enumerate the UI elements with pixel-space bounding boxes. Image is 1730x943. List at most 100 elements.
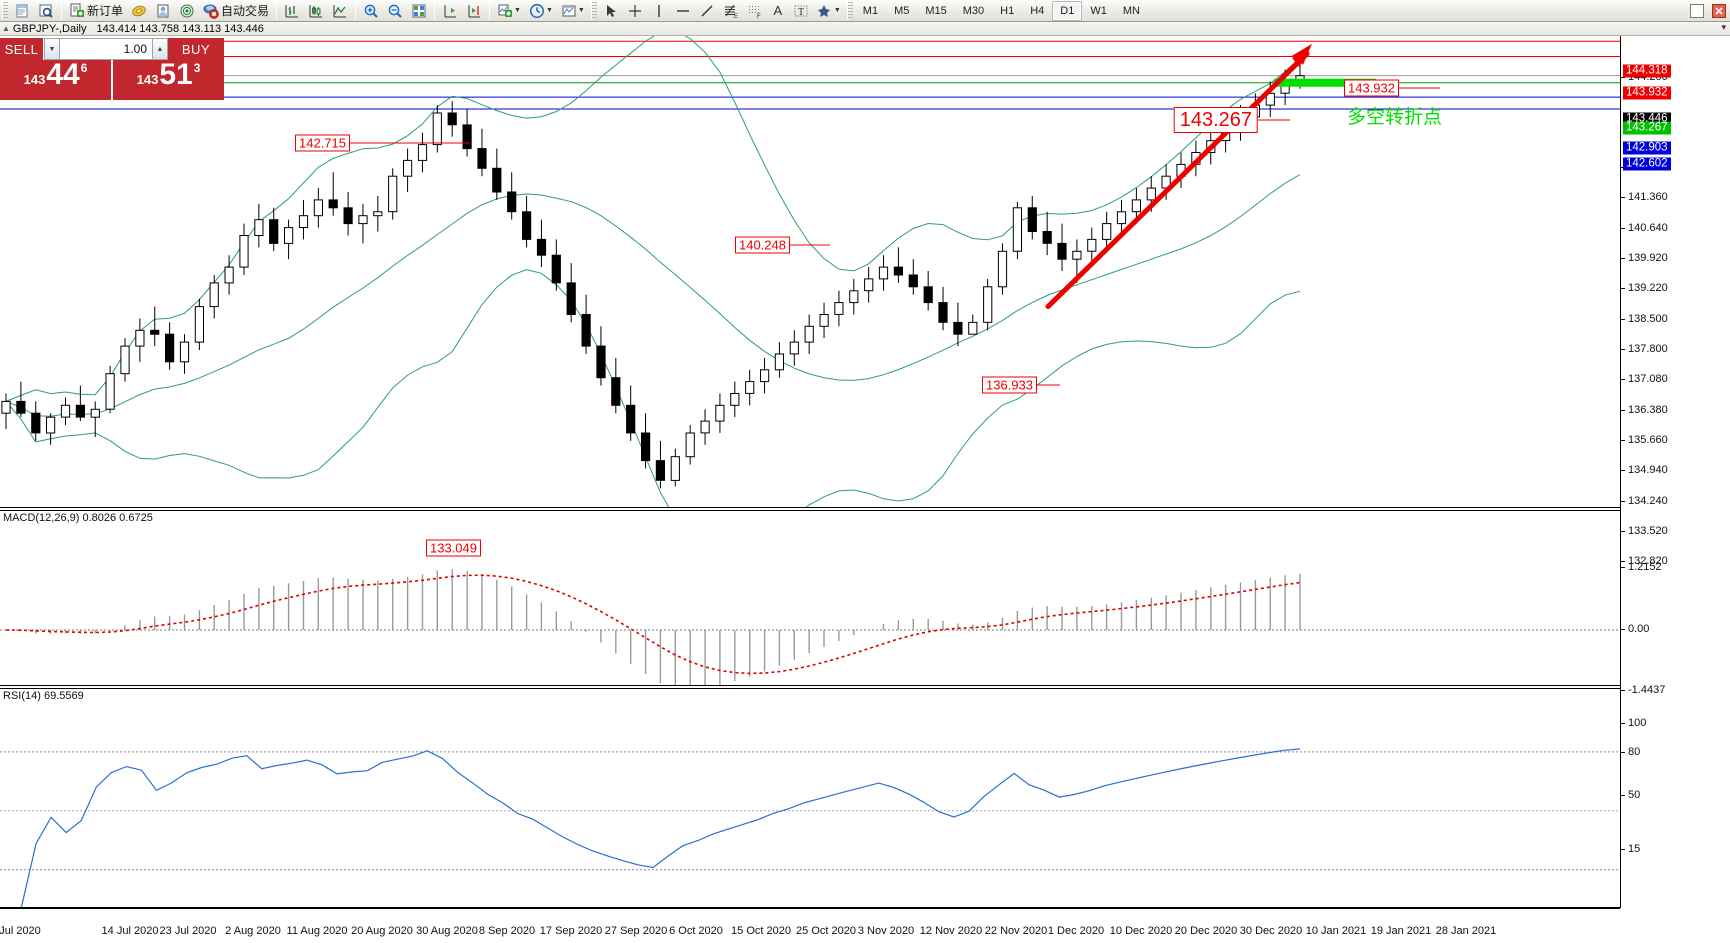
data-window-icon[interactable] xyxy=(152,1,174,21)
macd-pane[interactable]: MACD(12,26,9) 0.8026 0.6725 xyxy=(0,510,1620,686)
rsi-chart-svg xyxy=(0,748,1620,907)
zoom-out-icon[interactable] xyxy=(384,1,406,21)
time-axis-label: 30 Dec 2020 xyxy=(1239,925,1303,937)
timeframe-mn[interactable]: MN xyxy=(1122,4,1140,17)
svg-text:T: T xyxy=(798,7,804,18)
market-watch-icon[interactable] xyxy=(35,1,57,21)
sell-price-block[interactable]: 143 44 6 xyxy=(0,60,111,100)
time-axis-label: 14 Jul 2020 xyxy=(101,925,159,937)
indicators-icon[interactable]: ▼ xyxy=(494,1,524,21)
indicator-tick: 80 xyxy=(1621,746,1640,758)
one-click-trading-panel[interactable]: SELL ▼ 1.00 ▲ BUY 143 44 6 143 51 3 xyxy=(0,38,224,100)
timeframe-group: M1 M5 M15 M30 H1 H4 D1 W1 MN xyxy=(855,0,1148,21)
time-axis-label: 20 Aug 2020 xyxy=(351,925,413,937)
restore-window-button[interactable] xyxy=(1687,1,1707,21)
price-axis[interactable]: 144.200142.060141.360140.640139.920139.2… xyxy=(1620,36,1730,908)
new-order-icon[interactable]: 新订单 xyxy=(66,1,126,21)
time-axis-label: 8 Sep 2020 xyxy=(478,925,536,937)
vertical-line-icon[interactable] xyxy=(648,1,670,21)
chevron-down-icon-3[interactable]: ▼ xyxy=(577,7,585,14)
rsi-label: RSI(14) 69.5569 xyxy=(1,690,86,702)
close-window-button[interactable] xyxy=(1709,1,1729,21)
oct-controls-row: SELL ▼ 1.00 ▲ BUY xyxy=(0,38,224,60)
crosshair-icon[interactable] xyxy=(624,1,646,21)
sell-button[interactable]: SELL xyxy=(0,38,44,60)
toolbar-separator-4 xyxy=(434,1,436,20)
toolbar-window-controls xyxy=(1686,1,1730,21)
fibonacci-retracement-icon[interactable]: E xyxy=(720,1,742,21)
chevron-down-icon-4[interactable]: ▼ xyxy=(833,7,841,14)
volume-input[interactable]: 1.00 xyxy=(60,38,152,60)
new-window-icon[interactable] xyxy=(11,1,33,21)
timeframe-m5[interactable]: M5 xyxy=(894,4,910,17)
timeframe-d1[interactable]: D1 xyxy=(1052,0,1083,21)
auto-trading-icon[interactable]: 自动交易 xyxy=(200,1,272,21)
text-label-icon[interactable]: T xyxy=(790,1,812,21)
indicator-tick: 0.00 xyxy=(1621,623,1649,635)
timeframe-m30[interactable]: M30 xyxy=(962,4,985,17)
timeframe-w1[interactable]: W1 xyxy=(1090,4,1107,17)
time-axis-label: 17 Sep 2020 xyxy=(539,925,603,937)
chevron-down-icon-2[interactable]: ▼ xyxy=(545,7,553,14)
time-axis-label: 25 Oct 2020 xyxy=(796,925,856,937)
price-tag: 142.903 xyxy=(1623,141,1671,155)
toolbar-grip[interactable] xyxy=(2,1,8,20)
auto-scroll-icon[interactable] xyxy=(463,1,485,21)
price-tag: 142.602 xyxy=(1623,157,1671,171)
templates-icon[interactable]: ▼ xyxy=(558,1,588,21)
price-pane[interactable] xyxy=(0,36,1620,508)
price-tick: 140.640 xyxy=(1621,222,1668,234)
oct-price-row: 143 44 6 143 51 3 xyxy=(0,60,224,100)
indicator-tick: 50 xyxy=(1621,789,1640,801)
toolbar-separator-5 xyxy=(489,1,491,20)
svg-text:E: E xyxy=(734,14,738,19)
buy-price-fraction: 3 xyxy=(193,61,201,75)
text-icon[interactable]: A xyxy=(768,1,788,21)
line-chart-icon[interactable] xyxy=(329,1,351,21)
chart-shift-icon[interactable] xyxy=(439,1,461,21)
rsi-pane[interactable]: RSI(14) 69.5569 xyxy=(0,688,1620,908)
chevron-down-icon[interactable]: ▼ xyxy=(514,7,521,14)
periods-icon[interactable]: ▼ xyxy=(526,1,556,21)
timeframe-m15[interactable]: M15 xyxy=(925,4,947,17)
svg-text:F: F xyxy=(757,14,761,19)
zoom-in-icon[interactable] xyxy=(360,1,382,21)
time-axis-label: 19 Jan 2021 xyxy=(1370,925,1432,937)
time-axis-label: 11 Aug 2020 xyxy=(286,925,348,937)
grid-object-icon[interactable]: F xyxy=(744,1,766,21)
cursor-icon[interactable] xyxy=(600,1,622,21)
price-tick: 132.820 xyxy=(1621,555,1668,567)
price-tick: 134.240 xyxy=(1621,495,1668,507)
toolbar-separator-3 xyxy=(355,1,357,20)
timeframe-m1[interactable]: M1 xyxy=(862,4,879,17)
toolbar-grip-3[interactable] xyxy=(846,1,853,20)
time-axis-label: 23 Jul 2020 xyxy=(159,925,217,937)
sell-price-integer: 143 xyxy=(23,72,46,87)
indicator-tick: 15 xyxy=(1621,843,1640,855)
buy-price-pips: 51 xyxy=(159,58,193,91)
toolbar-grip-2[interactable] xyxy=(590,1,597,20)
price-tag: 144.318 xyxy=(1623,64,1671,78)
indicator-tick: 100 xyxy=(1621,717,1646,729)
price-tag: 143.932 xyxy=(1623,86,1671,100)
chart-symbol-label: GBPJPY-,Daily xyxy=(12,22,87,35)
bar-chart-icon[interactable] xyxy=(281,1,303,21)
navigator-icon[interactable] xyxy=(176,1,198,21)
objects-list-icon[interactable]: ▼ xyxy=(814,1,844,21)
volume-increase-button[interactable]: ▲ xyxy=(152,38,168,60)
time-axis[interactable]: Jul 2020 14 Jul 2020 23 Jul 2020 2 Aug 2020… xyxy=(0,908,1730,943)
candlestick-chart-icon[interactable] xyxy=(305,1,327,21)
buy-button[interactable]: BUY xyxy=(168,38,224,60)
chart-window-controls[interactable]: ▾ xyxy=(1721,22,1726,32)
horizontal-line-icon[interactable] xyxy=(672,1,694,21)
trendline-icon[interactable] xyxy=(696,1,718,21)
time-axis-label: 12 Nov 2020 xyxy=(919,925,983,937)
volume-decrease-button[interactable]: ▼ xyxy=(44,38,60,60)
chart-titlebar: ▲ GBPJPY-,Daily 143.414 143.758 143.113 … xyxy=(0,22,1730,36)
buy-price-block[interactable]: 143 51 3 xyxy=(111,60,224,100)
timeframe-h4[interactable]: H4 xyxy=(1030,4,1045,17)
timeframe-h1[interactable]: H1 xyxy=(1000,4,1015,17)
expert-advisors-icon[interactable] xyxy=(128,1,150,21)
tile-windows-icon[interactable] xyxy=(408,1,430,21)
price-tick: 141.360 xyxy=(1621,191,1668,203)
